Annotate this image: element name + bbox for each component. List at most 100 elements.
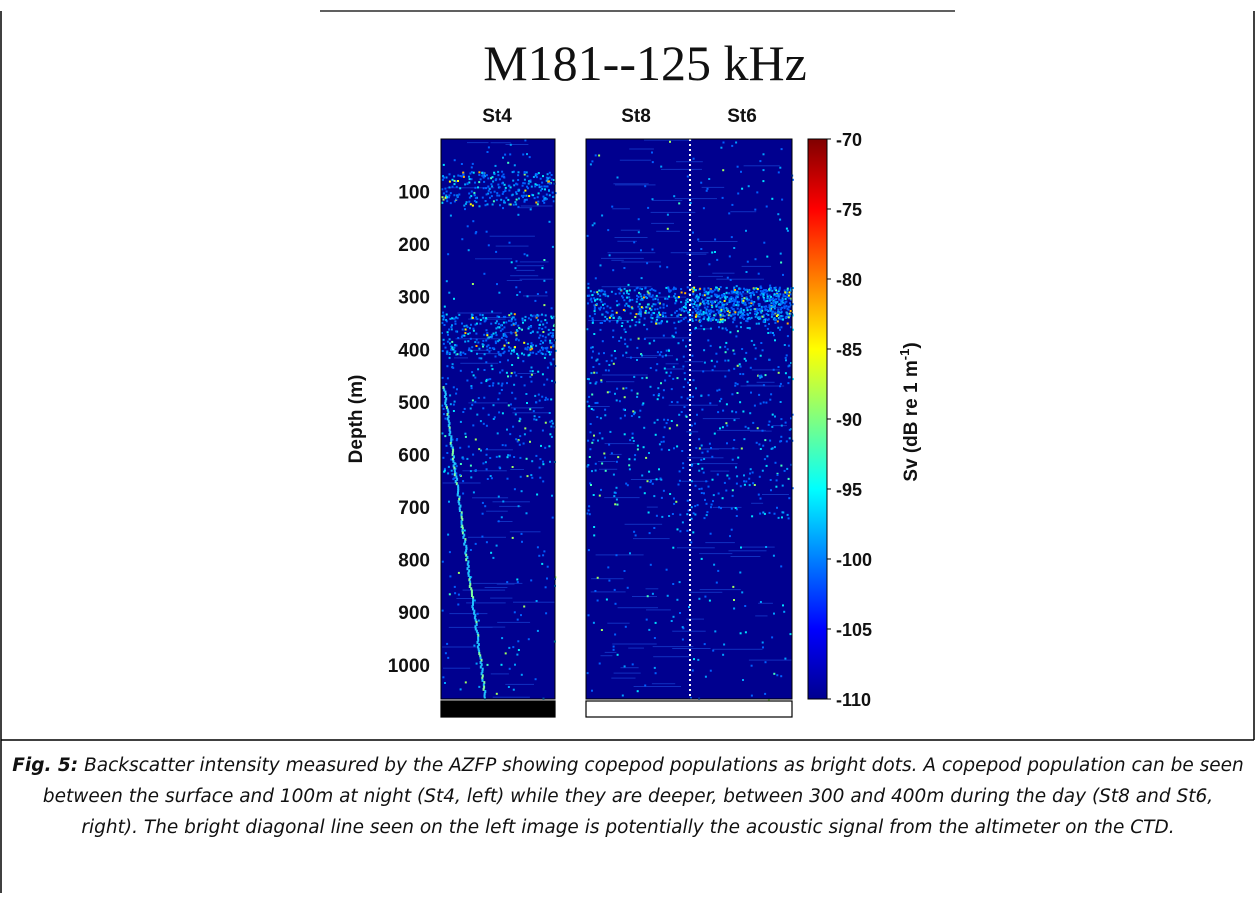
echo-dot [748,298,750,301]
echo-dot [703,361,706,364]
echo-dot [717,492,720,495]
echo-dot [501,412,504,415]
echo-dot [453,200,456,203]
echo-dot [633,241,636,244]
echo-dot [507,341,510,344]
echo-dot [474,232,477,235]
echo-dot [535,600,538,602]
echo-dot [678,202,681,205]
echo-dot [768,358,771,361]
echo-dot [536,629,539,632]
echo-streak [751,369,780,371]
echo-dot [755,322,758,325]
echo-dot [678,479,681,482]
echo-dot [637,231,640,234]
echo-streak [633,686,681,687]
echo-dot [508,203,511,206]
echo-dot [487,177,490,180]
echo-dot [586,465,589,468]
echo-dot [505,341,508,344]
echo-dot [658,393,661,395]
echo-dot [610,452,613,455]
echo-dot [710,291,713,294]
echo-dot [487,146,490,149]
echo-dot [727,369,730,372]
echo-dot [660,478,663,481]
echo-dot [703,316,706,319]
echo-dot [710,310,713,313]
echogram-panel-st8-st6 [585,138,794,701]
echo-dot [670,620,673,622]
echo-dot [502,176,505,178]
echo-dot [552,344,555,347]
echo-dot [752,301,755,304]
echo-dot [591,321,594,324]
echo-dot [790,297,793,300]
echo-dot [730,236,733,239]
echo-dot [733,298,736,301]
echo-streak [613,672,641,674]
echo-dot [480,381,483,384]
echo-dot [591,317,594,320]
echo-dot [493,172,496,175]
altimeter-trace-dot [458,502,461,506]
echo-dot [714,300,716,303]
altimeter-trace-dot [465,549,468,553]
echo-dot [528,156,531,159]
altimeter-trace-dot [463,542,466,546]
echo-dot [725,303,728,306]
echo-dot [443,467,446,470]
echo-dot [764,324,767,327]
echo-dot [445,319,448,321]
echo-dot [527,182,530,185]
echo-dot [715,305,718,308]
echo-dot [515,191,517,194]
echo-dot [648,294,651,297]
echo-dot [669,140,671,143]
echo-dot [465,201,468,204]
echo-dot [783,469,786,472]
echo-dot [613,491,616,494]
echo-dot [683,406,686,408]
echo-dot [517,171,520,174]
altimeter-trace-dot [477,643,480,647]
echo-dot [784,291,787,294]
echo-dot [790,312,793,315]
altimeter-trace-dot [457,491,459,495]
echo-dot [516,330,519,332]
echo-dot [541,267,544,270]
echo-dot [498,392,501,395]
echo-dot [787,365,790,368]
echo-dot [653,495,656,498]
echo-dot [722,409,725,412]
echo-dot [458,313,461,316]
echo-dot [453,477,456,480]
echo-dot [543,197,546,200]
echo-dot [476,612,479,615]
echo-dot [506,428,508,431]
echo-dot [589,163,592,166]
altimeter-trace-dot [468,585,471,588]
echo-dot [499,354,502,357]
echo-dot [700,324,703,327]
echo-streak [455,338,505,340]
echo-dot [477,368,480,371]
echo-dot [504,186,507,189]
echo-dot [709,311,712,314]
echo-dot [787,517,790,520]
echo-streak [730,211,757,213]
echo-dot [539,343,542,345]
echo-dot [486,337,489,340]
echo-dot [708,263,711,266]
echo-streak [626,357,657,358]
echo-dot [740,546,742,549]
echo-dot [709,669,712,672]
echo-dot [762,293,765,296]
echo-dot [712,290,715,293]
echo-dot [763,305,766,308]
echo-dot [545,179,548,182]
echo-dot [441,332,443,334]
echo-dot [553,195,556,198]
echo-dot [525,198,528,201]
echo-dot [447,253,450,256]
